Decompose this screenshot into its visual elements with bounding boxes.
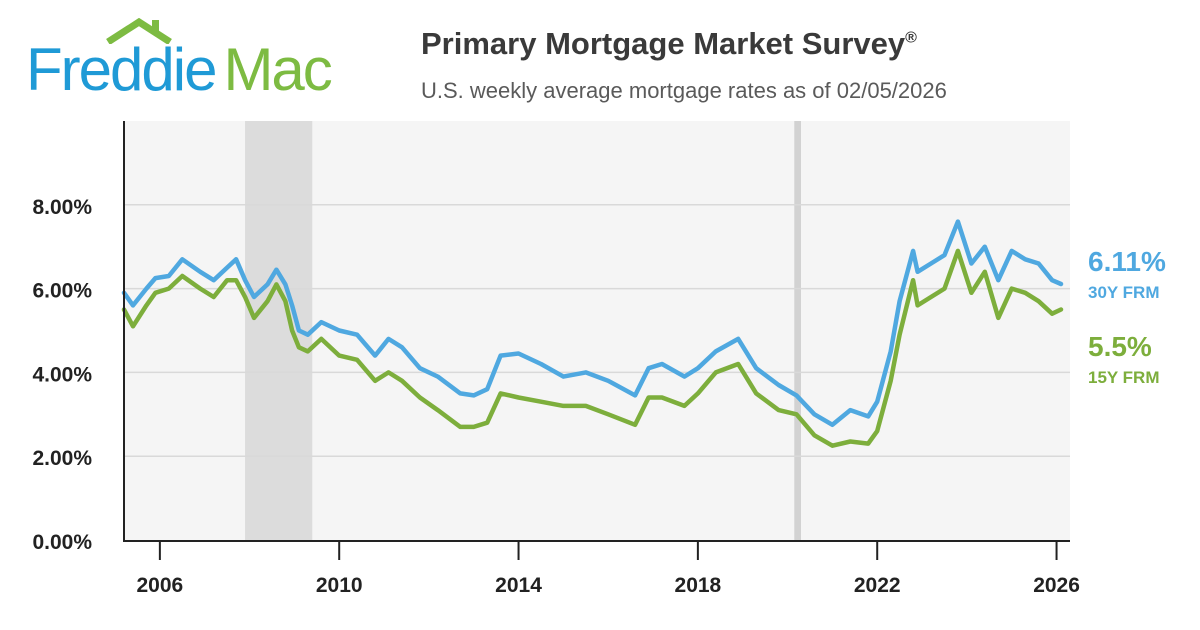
roof-icon xyxy=(106,18,172,44)
series-30y-value: 6.11% xyxy=(1088,246,1166,277)
y-tick-label: 0.00% xyxy=(32,531,92,554)
series-15y-value: 5.5% xyxy=(1088,331,1152,362)
series-line-30y-frm xyxy=(121,219,1064,428)
series-line-15y-frm xyxy=(121,248,1064,448)
chart-subtitle: U.S. weekly average mortgage rates as of… xyxy=(421,78,947,103)
logo-wordmark: Freddie Mac xyxy=(26,40,333,100)
logo-word-mac: Mac xyxy=(223,36,332,103)
y-tick-label: 6.00% xyxy=(32,280,92,303)
series-30y-name: 30Y FRM xyxy=(1088,283,1160,302)
x-tick-label: 2010 xyxy=(316,574,363,597)
registered-mark: ® xyxy=(905,29,917,47)
x-tick-label: 2026 xyxy=(1033,574,1080,597)
chart-title-text: Primary Mortgage Market Survey xyxy=(421,26,906,61)
recession-band xyxy=(794,121,801,540)
y-tick-label: 8.00% xyxy=(32,196,92,219)
chart-title: Primary Mortgage Market Survey® xyxy=(421,26,917,62)
x-tick-label: 2006 xyxy=(137,574,184,597)
x-tick-label: 2014 xyxy=(495,574,542,597)
y-tick-label: 4.00% xyxy=(32,363,92,386)
y-tick-label: 2.00% xyxy=(32,447,92,470)
logo-word-freddie: Freddie xyxy=(26,36,217,103)
x-tick-label: 2018 xyxy=(675,574,722,597)
x-tick-label: 2022 xyxy=(854,574,901,597)
series-15y-name: 15Y FRM xyxy=(1088,368,1160,387)
freddie-mac-logo: Freddie Mac xyxy=(26,18,386,108)
